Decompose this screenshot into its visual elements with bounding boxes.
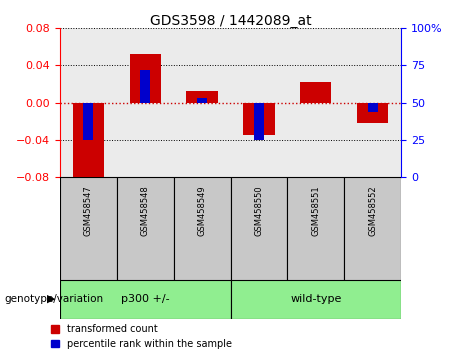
Bar [186, 91, 218, 103]
Text: GSM458548: GSM458548 [141, 185, 150, 236]
Bar [254, 103, 264, 140]
Text: GSM458550: GSM458550 [254, 185, 263, 236]
Bar [174, 177, 230, 280]
Text: GDS3598 / 1442089_at: GDS3598 / 1442089_at [150, 14, 311, 28]
Bar [287, 177, 344, 280]
Text: GSM458549: GSM458549 [198, 185, 207, 236]
Bar [83, 103, 94, 140]
Bar [130, 54, 161, 103]
Bar [243, 103, 275, 135]
Bar [344, 177, 401, 280]
Legend: transformed count, percentile rank within the sample: transformed count, percentile rank withi… [51, 324, 231, 349]
Text: GSM458552: GSM458552 [368, 185, 377, 236]
Text: p300 +/-: p300 +/- [121, 294, 170, 304]
Text: GSM458551: GSM458551 [311, 185, 320, 236]
Bar [140, 70, 150, 103]
Text: wild-type: wild-type [290, 294, 342, 304]
Bar [230, 280, 401, 319]
Bar [60, 280, 230, 319]
Bar [73, 103, 104, 183]
Text: ▶: ▶ [47, 294, 55, 304]
Bar [60, 177, 117, 280]
Bar [230, 177, 287, 280]
Text: genotype/variation: genotype/variation [5, 294, 104, 304]
Bar [300, 82, 331, 103]
Bar [117, 177, 174, 280]
Text: GSM458547: GSM458547 [84, 185, 93, 236]
Bar [357, 103, 388, 123]
Bar [197, 98, 207, 103]
Bar [367, 103, 378, 112]
